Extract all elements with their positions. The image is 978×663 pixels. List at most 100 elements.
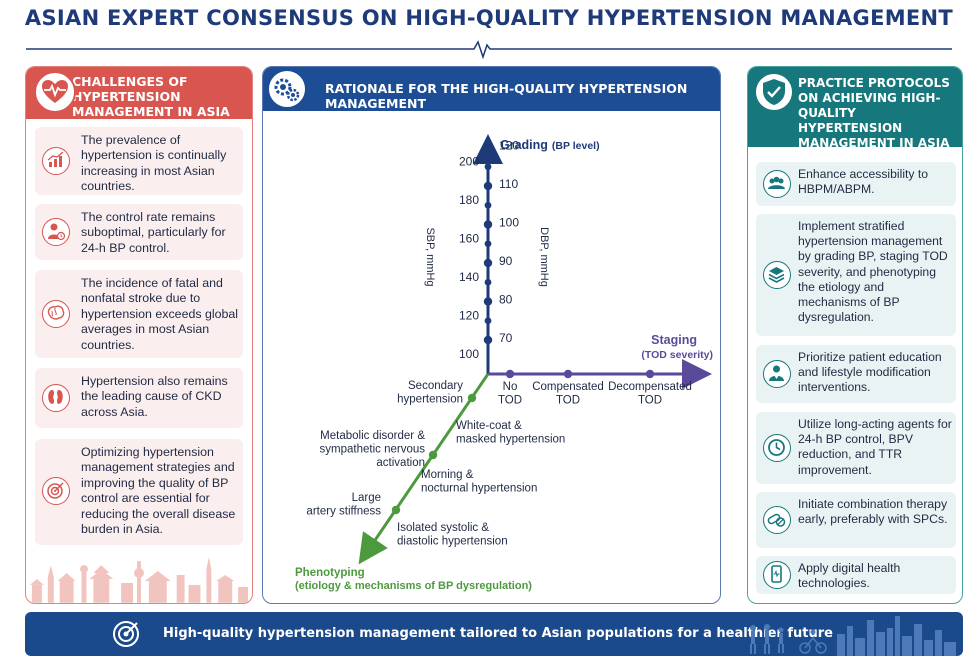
grading-dot — [484, 201, 492, 209]
list-item: Hypertension also remains the leading ca… — [35, 368, 243, 428]
protocol-text: Utilize long-acting agents for 24-h BP c… — [798, 417, 952, 477]
title-divider — [26, 40, 952, 60]
challenges-title: CHALLENGES OF HYPERTENSION MANAGEMENT IN… — [72, 74, 230, 119]
staging-point-label: Compensated TOD — [532, 381, 604, 407]
staging-point-label: No TOD — [498, 381, 522, 407]
asian-skyline-illustration — [29, 557, 249, 603]
staging-sublabel: (TOD severity) — [641, 349, 713, 361]
sbp-tick-label: 160 — [459, 232, 479, 246]
layers-icon — [763, 261, 791, 289]
sbp-tick-label: 100 — [459, 347, 479, 361]
dbp-tick-label: 80 — [499, 293, 513, 307]
challenge-text: Hypertension also remains the leading ca… — [81, 374, 228, 419]
phenotype-left-label: Metabolic disorder & sympathetic nervous a… — [320, 430, 426, 469]
list-item: Enhance accessibility to HBPM/ABPM. — [756, 162, 956, 206]
list-item: The prevalence of hypertension is contin… — [35, 127, 243, 195]
sbp-axis-label: SBP, mmHg — [424, 227, 436, 286]
person-clock-icon — [42, 218, 70, 246]
phenotype-right-label: White-coat & masked hypertension — [456, 420, 565, 446]
grading-ticks: 200 180 160 140 120 100 120 110 100 90 80 70 — [459, 139, 519, 362]
phenotype-right-label: Isolated systolic & diastolic hypertensio… — [397, 522, 508, 548]
list-item: Implement stratified hypertension manage… — [756, 214, 956, 336]
protocols-title: PRACTICE PROTOCOLS ON ACHIEVING HIGH-QUA… — [798, 76, 950, 150]
dbp-axis-label: DBP, mmHg — [538, 227, 550, 287]
list-item: Utilize long-acting agents for 24-h BP c… — [756, 412, 956, 484]
list-item: Optimizing hypertension management strat… — [35, 439, 243, 545]
grading-dot — [484, 240, 492, 248]
gears-icon — [267, 69, 307, 109]
staging-dot — [563, 369, 573, 379]
protocols-panel: PRACTICE PROTOCOLS ON ACHIEVING HIGH-QUA… — [747, 66, 963, 604]
list-item: Prioritize patient education and lifesty… — [756, 345, 956, 403]
phenotype-right-label: Morning & nocturnal hypertension — [421, 469, 537, 495]
list-item: The control rate remains suboptimal, par… — [35, 204, 243, 260]
page-title: ASIAN EXPERT CONSENSUS ON HIGH-QUALITY H… — [24, 6, 954, 30]
sbp-tick-label: 140 — [459, 270, 479, 284]
grading-dot — [484, 317, 492, 325]
staging-point-label: Decompensated TOD — [608, 381, 692, 407]
target-icon — [113, 621, 139, 647]
three-axis-diagram: 200 180 160 140 120 100 120 110 100 90 80 70 No TOD C… — [295, 134, 713, 592]
phenotype-left-label: Secondary hypertension — [397, 380, 463, 406]
phenotyping-axis — [358, 373, 490, 565]
rationale-panel: RATIONALE FOR THE HIGH-QUALITY HYPERTENS… — [262, 66, 721, 604]
kidney-icon — [42, 384, 70, 412]
challenges-panel: CHALLENGES OF HYPERTENSION MANAGEMENT IN… — [25, 66, 253, 604]
clock-icon — [763, 434, 791, 462]
doctor-icon — [763, 360, 791, 388]
sbp-tick-label: 200 — [459, 155, 479, 169]
challenge-text: The control rate remains suboptimal, par… — [81, 210, 226, 255]
grading-dot — [483, 258, 493, 268]
staging-label: Staging — [651, 333, 697, 347]
rationale-header: RATIONALE FOR THE HIGH-QUALITY HYPERTENS… — [263, 67, 720, 111]
challenge-text: Optimizing hypertension management strat… — [81, 445, 236, 537]
staging-dot — [505, 369, 515, 379]
sbp-tick-label: 120 — [459, 309, 479, 323]
list-item: Initiate combination therapy early, pref… — [756, 492, 956, 548]
dbp-tick-label: 70 — [499, 331, 513, 345]
protocol-text: Prioritize patient education and lifesty… — [798, 350, 942, 395]
protocol-text: Implement stratified hypertension manage… — [798, 219, 948, 325]
footer-text: High-quality hypertension management tai… — [163, 626, 833, 641]
city-people-illustration — [750, 616, 956, 656]
list-item: The incidence of fatal and nonfatal stro… — [35, 270, 243, 358]
grading-dot — [483, 297, 493, 306]
phenotyping-points: Secondary hypertension Metabolic disorder … — [306, 380, 565, 548]
footer-banner: High-quality hypertension management tai… — [25, 612, 963, 656]
phenotyping-dot — [428, 450, 438, 460]
chart-up-icon — [42, 147, 70, 175]
heart-pulse-icon — [34, 71, 76, 113]
grading-dot — [483, 335, 493, 345]
dbp-tick-label: 120 — [499, 139, 519, 153]
phenotype-left-label: Large artery stiffness — [306, 492, 381, 518]
phenotyping-dot — [391, 505, 401, 515]
challenge-text: The incidence of fatal and nonfatal stro… — [81, 276, 239, 352]
grading-dot — [483, 220, 493, 229]
dbp-tick-label: 110 — [499, 177, 518, 191]
phone-icon — [763, 561, 791, 589]
sbp-tick-label: 180 — [459, 193, 479, 207]
pills-icon — [763, 506, 791, 534]
dbp-tick-label: 90 — [499, 254, 513, 268]
rationale-title: RATIONALE FOR THE HIGH-QUALITY HYPERTENS… — [325, 81, 688, 111]
grading-dot — [484, 278, 492, 286]
phenotyping-sublabel: (etiology & mechanisms of BP dysregulati… — [295, 580, 532, 592]
phenotyping-label: Phenotyping — [295, 567, 365, 579]
grading-label: Grading (BP level) — [500, 138, 600, 152]
shield-check-icon — [754, 72, 794, 112]
dbp-tick-label: 100 — [499, 216, 519, 230]
people-icon — [763, 170, 791, 198]
protocol-text: Apply digital health technologies. — [798, 561, 901, 591]
brain-icon — [42, 300, 70, 328]
grading-dot — [484, 163, 492, 171]
grading-dot — [483, 143, 493, 152]
protocol-text: Enhance accessibility to HBPM/ABPM. — [798, 167, 929, 197]
target-icon — [42, 477, 70, 505]
protocol-text: Initiate combination therapy early, pref… — [798, 497, 948, 527]
phenotyping-dot — [467, 393, 477, 403]
staging-dot — [645, 369, 655, 379]
grading-dot — [483, 181, 493, 191]
list-item: Apply digital health technologies. — [756, 556, 956, 594]
challenge-text: The prevalence of hypertension is contin… — [81, 133, 227, 194]
